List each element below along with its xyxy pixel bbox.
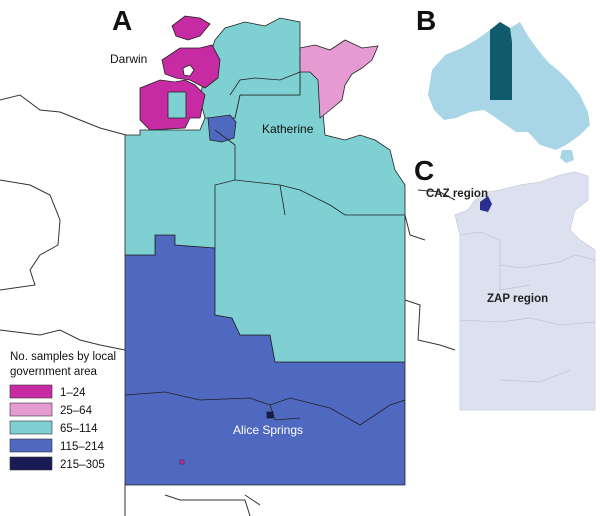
legend-label: 65–114 bbox=[60, 423, 98, 435]
legend-label: 25–64 bbox=[60, 405, 93, 417]
katherine-label: Katherine bbox=[262, 122, 314, 136]
qld-border-line bbox=[404, 189, 456, 351]
darwin-label: Darwin bbox=[110, 52, 147, 66]
legend-swatch bbox=[9, 384, 53, 399]
legend-swatch bbox=[9, 438, 53, 453]
caz-region-label: CAZ region bbox=[426, 188, 488, 200]
legend-swatch bbox=[9, 402, 53, 417]
legend-title-line2: government area bbox=[10, 366, 98, 378]
northern-territory-highlight bbox=[490, 22, 512, 100]
nt-inset-boundaries bbox=[459, 231, 596, 383]
legend-label: 215–305 bbox=[60, 459, 105, 471]
panel-c-inset: C CAZ region ZAP region bbox=[414, 155, 596, 411]
nt-inset-shape bbox=[454, 171, 596, 411]
small-lga-marker bbox=[179, 459, 185, 465]
panel-b-inset: B bbox=[416, 5, 590, 163]
zap-region-label: ZAP region bbox=[487, 293, 548, 305]
lga-tiwi-islands bbox=[171, 15, 211, 41]
panel-a-map: A Darwin Katherine Alice Springs No. sam… bbox=[0, 5, 456, 516]
caz-region bbox=[480, 196, 492, 212]
alice-springs-label: Alice Springs bbox=[233, 423, 303, 437]
lga-katherine bbox=[207, 114, 237, 143]
legend-swatch bbox=[9, 456, 53, 471]
legend-label: 115–214 bbox=[60, 441, 105, 453]
legend-swatch bbox=[9, 420, 53, 435]
legend: No. samples by local government area 1–2… bbox=[9, 351, 116, 471]
legend-label: 1–24 bbox=[60, 387, 86, 399]
lga-internal-boundaries bbox=[124, 71, 406, 426]
alice-springs-marker bbox=[266, 411, 274, 419]
panel-a-letter: A bbox=[112, 5, 132, 36]
wa-border-line bbox=[0, 94, 127, 351]
panel-c-letter: C bbox=[414, 155, 434, 186]
panel-b-letter: B bbox=[416, 5, 436, 36]
legend-title-line1: No. samples by local bbox=[10, 351, 116, 363]
lga-darwin-city bbox=[182, 64, 195, 77]
sa-border-line bbox=[124, 485, 261, 516]
tasmania-shape bbox=[560, 150, 574, 163]
lga-east-arnhem bbox=[299, 39, 379, 119]
lga-inner-lake bbox=[167, 91, 187, 119]
